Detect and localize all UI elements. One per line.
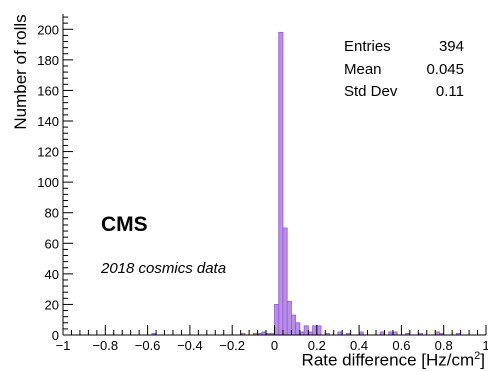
stats-label: Entries <box>344 38 391 55</box>
histogram-bar <box>291 314 297 336</box>
stats-row-stddev: Std Dev 0.11 <box>344 81 464 104</box>
y-tick-label: 40 <box>45 267 59 282</box>
x-axis-title-text: Rate difference [Hz/cm <box>301 350 475 370</box>
y-tick-label: 200 <box>37 22 59 37</box>
histogram-bar <box>303 325 309 336</box>
x-tick-label: −0.2 <box>219 338 245 353</box>
x-tick-label: −0.4 <box>177 338 203 353</box>
stats-value: 0.11 <box>435 83 464 100</box>
histogram-bar <box>312 325 318 336</box>
stats-value: 0.045 <box>426 60 464 78</box>
x-tick-label: −1 <box>56 338 71 353</box>
x-tick-label: −0.8 <box>92 338 118 353</box>
stats-label: Std Dev <box>344 83 398 100</box>
x-axis-title-close: ] <box>480 350 485 370</box>
stats-box: Entries 394 Mean 0.045 Std Dev 0.11 <box>344 36 464 104</box>
x-axis-title-exponent: 2 <box>474 350 481 362</box>
x-tick-label: 0.8 <box>435 338 453 353</box>
y-tick-label: 0 <box>52 328 59 343</box>
histogram-bar <box>274 304 280 336</box>
x-tick-label: 0.6 <box>392 338 410 353</box>
stats-label: Mean <box>344 60 382 78</box>
annotation-label: 2018 cosmics data <box>101 260 227 277</box>
y-tick-label: 160 <box>37 83 59 98</box>
x-tick-label: 0.4 <box>350 338 368 353</box>
y-tick-label: 180 <box>37 53 59 68</box>
y-tick-label: 60 <box>45 236 59 251</box>
stats-row-entries: Entries 394 <box>344 36 464 59</box>
stats-row-mean: Mean 0.045 <box>344 59 464 82</box>
x-axis-title: Rate difference [Hz/cm2] <box>302 350 485 371</box>
histogram-bar <box>295 322 301 336</box>
y-axis-title: Number of rolls <box>11 14 30 130</box>
x-tick-label: 0 <box>271 338 278 353</box>
y-tick-label: 140 <box>37 114 59 129</box>
y-tick-label: 120 <box>37 145 59 160</box>
x-tick-label: 0.2 <box>308 338 326 353</box>
histogram-bar <box>282 227 288 336</box>
y-tick-label: 100 <box>37 175 59 190</box>
histogram-bar <box>286 300 292 336</box>
x-tick-label: 1 <box>482 338 488 353</box>
histogram-bar <box>316 325 322 336</box>
y-tick-label: 20 <box>45 297 59 312</box>
histogram-bar <box>278 31 284 336</box>
x-tick-label: −0.6 <box>135 338 161 353</box>
stats-value: 394 <box>438 38 464 55</box>
experiment-label: CMS <box>101 213 148 236</box>
y-tick-label: 80 <box>45 206 59 221</box>
